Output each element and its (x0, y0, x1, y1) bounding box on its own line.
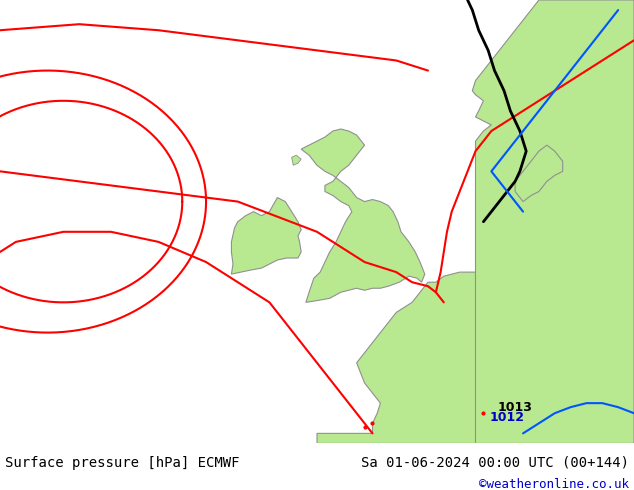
Polygon shape (515, 145, 563, 201)
Text: Sa 01-06-2024 00:00 UTC (00+144): Sa 01-06-2024 00:00 UTC (00+144) (361, 456, 629, 469)
Text: 1013: 1013 (498, 401, 533, 414)
Text: Surface pressure [hPa] ECMWF: Surface pressure [hPa] ECMWF (5, 456, 240, 469)
Polygon shape (472, 0, 634, 443)
Polygon shape (231, 197, 301, 274)
Polygon shape (301, 129, 425, 302)
Text: 1012: 1012 (489, 411, 525, 424)
Text: ©weatheronline.co.uk: ©weatheronline.co.uk (479, 478, 629, 490)
Polygon shape (292, 155, 301, 165)
Polygon shape (317, 272, 634, 443)
